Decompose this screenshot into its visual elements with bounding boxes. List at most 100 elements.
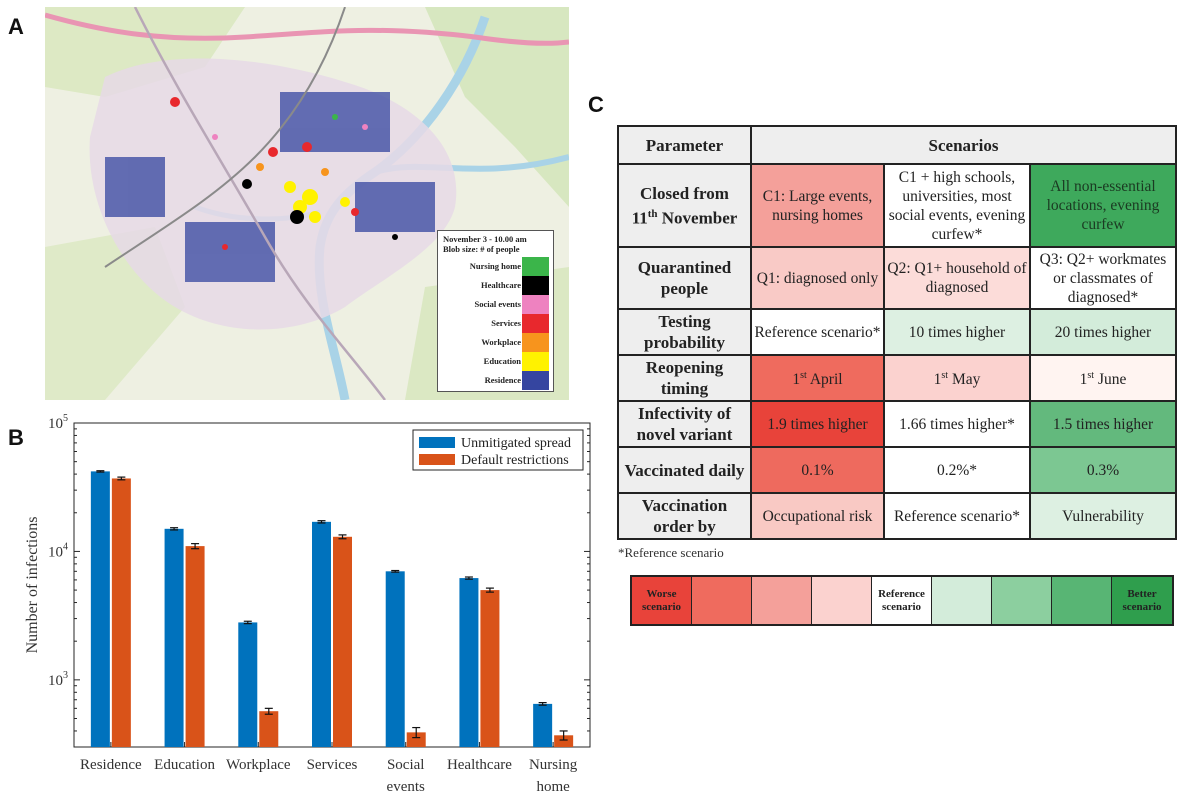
bar-default xyxy=(111,478,131,747)
bar-unmitigated xyxy=(385,571,405,747)
panel-c-label: C xyxy=(588,92,604,117)
table-row-closed: Closed from 11th November C1: Large even… xyxy=(617,163,1177,248)
cell-quarantined-3: Q3: Q2+ workmates or classmates of diagn… xyxy=(1029,246,1177,310)
scenario-table: Parameter Scenarios Closed from 11th Nov… xyxy=(617,125,1177,540)
table-row-testing: Testing probability Reference scenario* … xyxy=(617,308,1177,356)
table-row-infectivity: Infectivity of novel variant 1.9 times h… xyxy=(617,400,1177,448)
table-row-vaccinated: Vaccinated daily 0.1% 0.2%* 0.3% xyxy=(617,446,1177,494)
scale-step-6 xyxy=(932,577,992,624)
legend-item-residence: Residence xyxy=(438,371,553,390)
param-text: Closed from xyxy=(640,183,729,203)
cell-closed-2: C1 + high schools, universities, most so… xyxy=(883,163,1031,248)
legend-item-workplace: Workplace xyxy=(438,333,553,352)
scale-step-4 xyxy=(812,577,872,624)
scale-step-7 xyxy=(992,577,1052,624)
bar-unmitigated xyxy=(459,578,479,747)
date-month: June xyxy=(1094,371,1127,389)
cell-infectivity-3: 1.5 times higher xyxy=(1029,400,1177,448)
map-legend: November 3 - 10.00 am Blob size: # of pe… xyxy=(437,230,554,392)
legend-item-healthcare: Healthcare xyxy=(438,276,553,295)
cell-closed-1: C1: Large events, nursing homes xyxy=(750,163,885,248)
legend-swatch xyxy=(522,276,549,295)
legend-swatch xyxy=(419,454,455,465)
date-sup: st xyxy=(941,370,949,382)
header-parameter: Parameter xyxy=(617,125,752,165)
param-quarantined: Quarantined people xyxy=(617,246,752,310)
cell-closed-3: All non-essential locations, evening cur… xyxy=(1029,163,1177,248)
legend-label: Healthcare xyxy=(481,280,521,290)
legend-label: Workplace xyxy=(481,337,521,347)
param-text-num: 11 xyxy=(631,208,648,228)
bar-default xyxy=(185,546,205,747)
date-num: 1 xyxy=(933,371,942,389)
cell-quarantined-2: Q2: Q1+ household of diagnosed xyxy=(883,246,1031,310)
legend-label: Nursing home xyxy=(469,261,521,271)
legend-swatch xyxy=(522,352,549,371)
legend-item-education: Education xyxy=(438,352,553,371)
scale-step-8 xyxy=(1052,577,1112,624)
table-row-reopening: Reopening timing 1st April 1st May 1st J… xyxy=(617,354,1177,402)
param-closed: Closed from 11th November xyxy=(617,163,752,248)
map-background xyxy=(45,7,569,400)
param-text-rest: November xyxy=(657,208,738,228)
cell-testing-3: 20 times higher xyxy=(1029,308,1177,356)
date-num: 1 xyxy=(792,371,801,389)
param-vaccinated: Vaccinated daily xyxy=(617,446,752,494)
panel-a-label: A xyxy=(8,14,24,39)
city-map: November 3 - 10.00 am Blob size: # of pe… xyxy=(45,7,569,400)
cell-vaccinated-1: 0.1% xyxy=(750,446,885,494)
legend-subtitle: Blob size: # of people xyxy=(443,244,520,254)
table-row-vaccination-order: Vaccination order by Occupational risk R… xyxy=(617,492,1177,540)
legend-title: November 3 - 10.00 am Blob size: # of pe… xyxy=(443,234,527,254)
cell-testing-2: 10 times higher xyxy=(883,308,1031,356)
cell-reopening-2: 1st May xyxy=(883,354,1031,402)
bar-unmitigated xyxy=(312,521,331,747)
legend-item-nursing-home: Nursing home xyxy=(438,257,553,276)
bar-default xyxy=(259,711,279,747)
date-month: May xyxy=(948,371,981,389)
legend-swatch xyxy=(522,371,549,390)
legend-label: Residence xyxy=(484,375,521,385)
scale-better: Better scenario xyxy=(1112,577,1172,624)
table-footnote: *Reference scenario xyxy=(618,545,724,560)
x-tick-label: Services xyxy=(307,757,358,773)
legend-title-line: November 3 - 10.00 am xyxy=(443,234,527,244)
table-row-quarantined: Quarantined people Q1: diagnosed only Q2… xyxy=(617,246,1177,310)
scale-reference: Reference scenario xyxy=(872,577,932,624)
y-tick-label: 104 xyxy=(48,541,68,560)
y-axis-label: Number of infections xyxy=(24,517,41,654)
cell-infectivity-2: 1.66 times higher* xyxy=(883,400,1031,448)
x-tick-label: Nursing home xyxy=(529,757,578,795)
x-tick-label: Healthcare xyxy=(447,757,512,773)
infections-bar-chart: 103 104 105 Number of infections Residence Ed… xyxy=(24,413,591,795)
cell-vaccinated-3: 0.3% xyxy=(1029,446,1177,494)
cell-quarantined-1: Q1: diagnosed only xyxy=(750,246,885,310)
scale-worse: Worse scenario xyxy=(632,577,692,624)
scale-step-3 xyxy=(752,577,812,624)
table-header-row: Parameter Scenarios xyxy=(617,125,1177,165)
legend-label: Education xyxy=(483,356,521,366)
x-tick-label: Social events xyxy=(387,757,425,795)
x-tick-label: Workplace xyxy=(226,757,291,773)
cell-reopening-1: 1st April xyxy=(750,354,885,402)
bar-default xyxy=(554,735,574,747)
param-reopening: Reopening timing xyxy=(617,354,752,402)
date-sup: st xyxy=(800,370,807,382)
legend-swatch xyxy=(419,437,455,448)
cell-vaccination-order-2: Reference scenario* xyxy=(883,492,1031,540)
header-scenarios: Scenarios xyxy=(750,125,1177,165)
scale-step-2 xyxy=(692,577,752,624)
legend-label: Services xyxy=(491,318,521,328)
y-tick-label: 105 xyxy=(48,413,68,432)
date-sup: st xyxy=(1087,370,1095,382)
legend-item-social-events: Social events xyxy=(438,295,553,314)
legend-swatch xyxy=(522,333,549,352)
param-infectivity: Infectivity of novel variant xyxy=(617,400,752,448)
bar-default xyxy=(333,536,352,747)
legend-swatch xyxy=(522,295,549,314)
cell-vaccination-order-1: Occupational risk xyxy=(750,492,885,540)
x-tick-label: Residence xyxy=(80,757,142,773)
y-tick-label: 103 xyxy=(48,670,68,689)
bar-unmitigated xyxy=(533,703,553,747)
x-tick-label: Education xyxy=(154,757,215,773)
